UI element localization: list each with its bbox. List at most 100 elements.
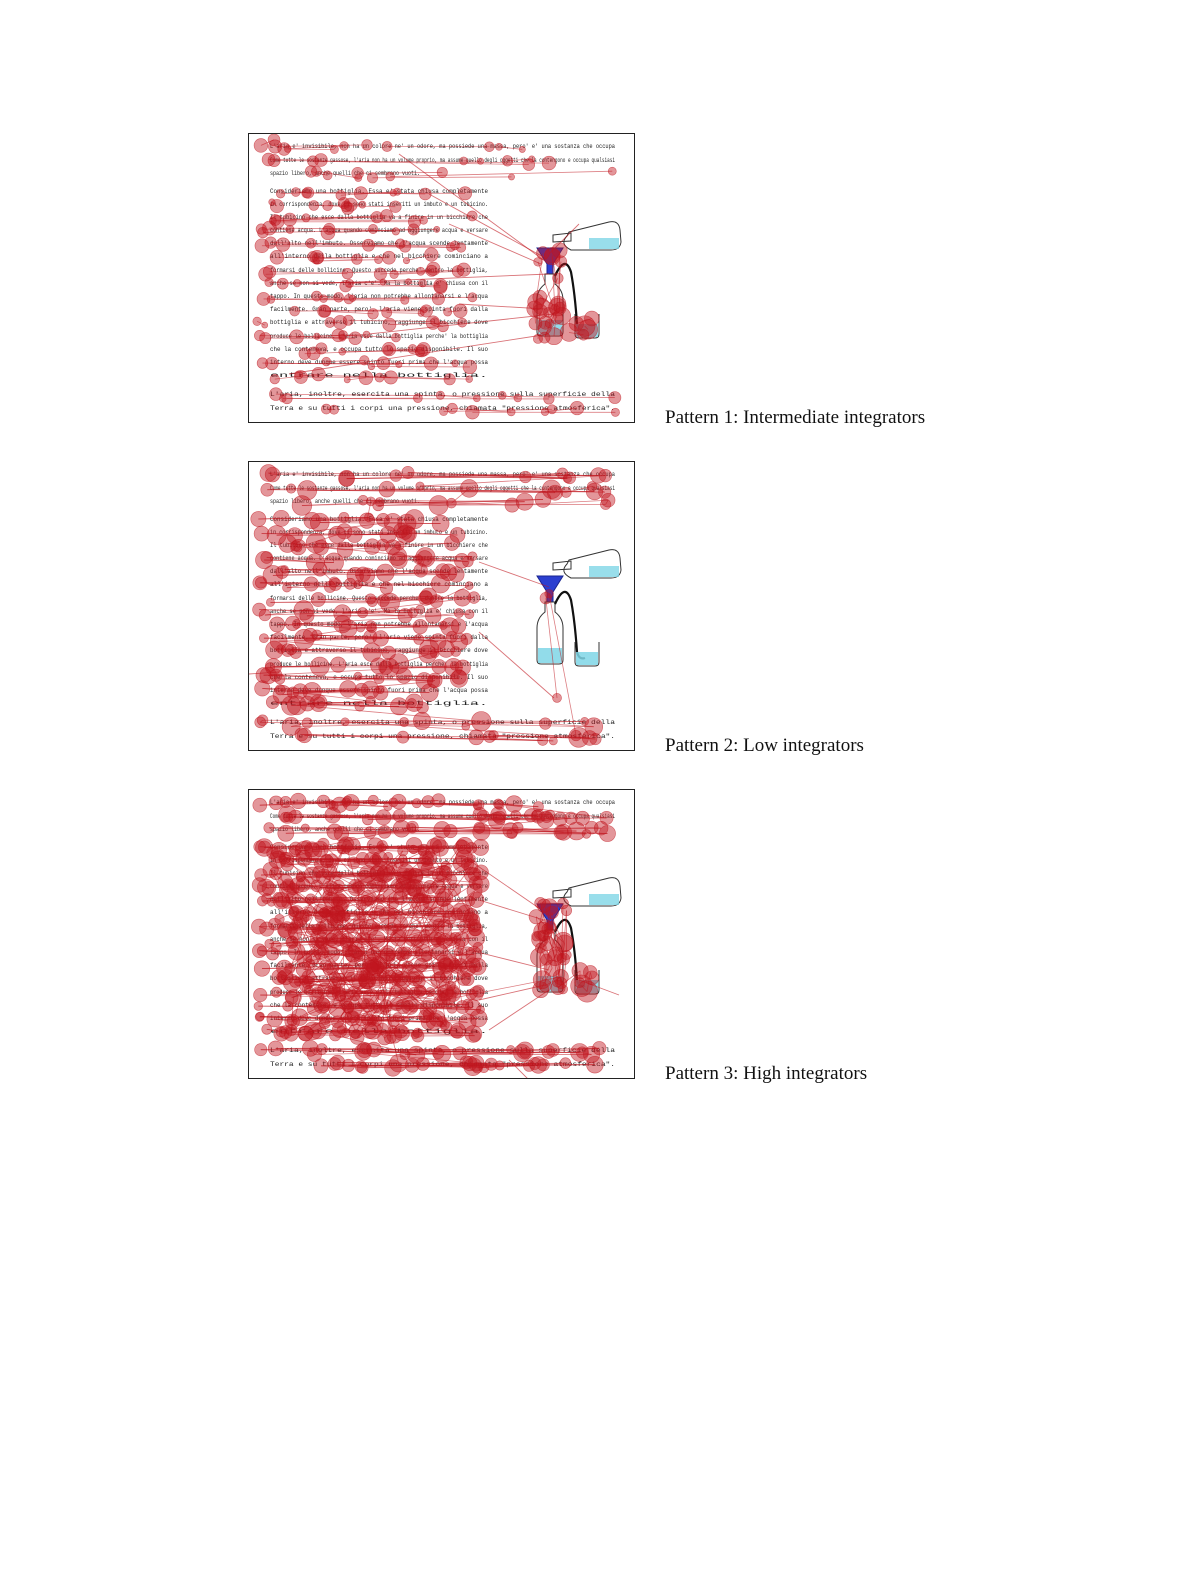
fixation-circle (446, 1002, 458, 1014)
fixation-circle (259, 332, 272, 345)
fixation-circle (339, 991, 352, 1003)
fixation-circle (439, 407, 449, 416)
stimulus-text-line: entrare nella bottiglia. (270, 700, 488, 707)
saccade-line (342, 597, 474, 614)
fixation-circle (277, 824, 295, 842)
saccade-line (275, 144, 367, 147)
fixation-circle (339, 280, 352, 293)
fixation-circle (465, 375, 473, 383)
fixation-circle (258, 608, 271, 622)
saccade-line (589, 972, 593, 979)
fixation-circle (452, 855, 470, 872)
fixation-circle (265, 695, 280, 709)
fixation-circle (567, 821, 586, 841)
fixation-circle (254, 238, 270, 254)
fixation-circle (281, 393, 293, 405)
fixation-circle (405, 278, 412, 285)
fixation-circle (464, 1025, 483, 1043)
saccade-line (512, 499, 609, 506)
saccade-line (535, 916, 541, 940)
fixation-circle (286, 695, 307, 716)
fixation-circle (347, 856, 360, 870)
fixation-circle (266, 525, 287, 546)
saccade-line (276, 898, 444, 947)
fixation-circle (408, 844, 419, 855)
fixation-circle (559, 323, 579, 342)
fixation-circle (258, 266, 273, 282)
fixation-circle (380, 581, 394, 595)
fixation-circle (365, 593, 377, 605)
fixation-circle (281, 643, 295, 657)
fixation-circle (393, 890, 408, 905)
saccade-line (343, 202, 363, 206)
fixation-circle (338, 347, 347, 356)
saccade-line (259, 335, 343, 339)
fixation-circle (473, 394, 481, 403)
fixation-circle (552, 272, 564, 284)
fixation-circle (411, 798, 422, 809)
fixation-circle (367, 362, 376, 371)
fixation-circle (569, 400, 585, 416)
saccade-line (468, 949, 550, 971)
fixation-circle (352, 882, 363, 892)
saccade-line (376, 879, 453, 980)
saccade-line (249, 671, 280, 675)
saccade-line (318, 599, 373, 603)
saccade-line (274, 1018, 372, 1023)
saccade-line (418, 898, 441, 1002)
fixation-circle (398, 854, 408, 864)
fixation-circle (484, 141, 495, 152)
fixation-circle (389, 200, 402, 213)
fixation-circle (519, 470, 532, 484)
fixation-circle (286, 935, 299, 948)
fixation-circle (309, 1022, 327, 1040)
fixation-circle (483, 730, 496, 743)
fixation-circle (278, 805, 297, 824)
fixation-circle (466, 210, 478, 222)
fixation-circle (488, 730, 499, 741)
fixation-circle (276, 959, 293, 977)
fixation-circle (446, 497, 457, 509)
fixation-circle (320, 225, 336, 241)
saccade-line (291, 649, 296, 654)
saccade-line (356, 919, 475, 1038)
saccade-line (345, 285, 441, 287)
fixation-circle (370, 956, 387, 973)
fixation-circle (534, 491, 552, 508)
fixation-circle (309, 249, 325, 265)
fixation-circle (255, 838, 274, 857)
fixation-circle (393, 1024, 408, 1039)
stimulus-text-line: contiene acqua. L'acqua quando cominciam… (270, 883, 488, 890)
fixation-circle (397, 525, 413, 540)
fixation-circle (449, 1022, 466, 1039)
fixation-circle (293, 912, 308, 927)
saccade-line (289, 215, 387, 220)
fixation-circle (418, 278, 427, 288)
pouring-flask-icon (552, 221, 622, 251)
fixation-circle (391, 332, 401, 343)
saccade-line (398, 801, 417, 804)
fixation-circle (431, 514, 450, 533)
fixation-circle (425, 264, 438, 277)
fixation-circle (472, 839, 490, 856)
fixation-circle (554, 255, 568, 268)
fixation-circle (351, 973, 368, 990)
fixation-circle (376, 840, 388, 852)
saccade-line (389, 322, 463, 325)
fixation-circle (577, 319, 598, 340)
fixation-circle (288, 905, 305, 922)
fixation-circle (527, 293, 545, 311)
saccade-line (447, 310, 461, 313)
fixation-circle (270, 215, 285, 229)
fixation-circle (610, 407, 620, 417)
saccade-line (274, 1018, 293, 1022)
saccade-line (578, 979, 620, 996)
saccade-line (318, 596, 426, 600)
fixation-circle (284, 145, 292, 153)
heatmap-panel-high: L'aria e' invisibile, non ha un colore n… (248, 789, 635, 1079)
fixation-circle (560, 486, 572, 498)
fixation-circle (540, 810, 553, 823)
fixation-circle (548, 946, 564, 962)
fixation-circle (280, 811, 291, 823)
fixation-circle (607, 166, 617, 176)
